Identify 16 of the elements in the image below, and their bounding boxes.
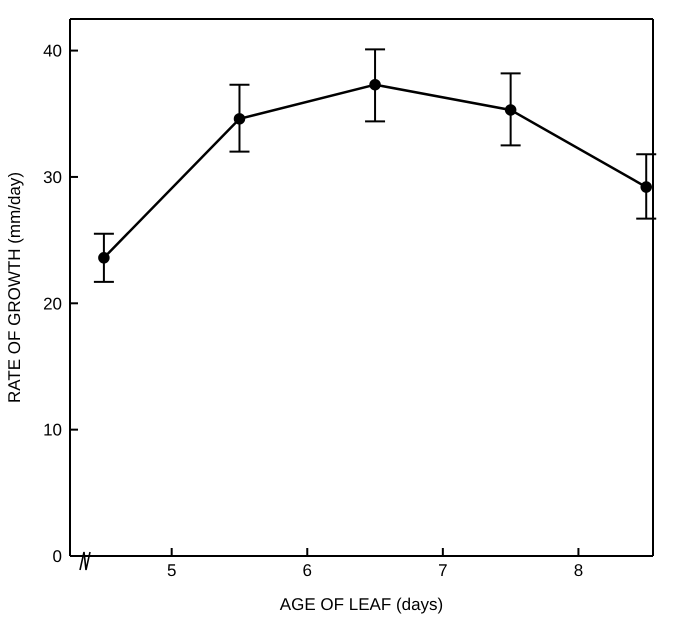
x-tick-label: 8 <box>574 561 584 580</box>
x-tick-label: 5 <box>166 561 176 580</box>
x-tick-label: 6 <box>302 561 312 580</box>
y-tick-label: 0 <box>52 547 62 566</box>
x-tick-label: 7 <box>438 561 448 580</box>
y-axis-title: RATE OF GROWTH (mm/day) <box>5 172 24 404</box>
point <box>640 181 652 193</box>
point <box>234 113 246 125</box>
y-tick-label: 30 <box>43 168 62 187</box>
y-tick-label: 40 <box>43 42 62 61</box>
point <box>98 252 110 264</box>
point <box>369 78 381 90</box>
point <box>504 104 516 116</box>
y-tick-label: 20 <box>43 294 62 314</box>
y-tick-label: 10 <box>43 420 62 440</box>
x-axis-title: AGE OF LEAF (days) <box>280 595 444 614</box>
